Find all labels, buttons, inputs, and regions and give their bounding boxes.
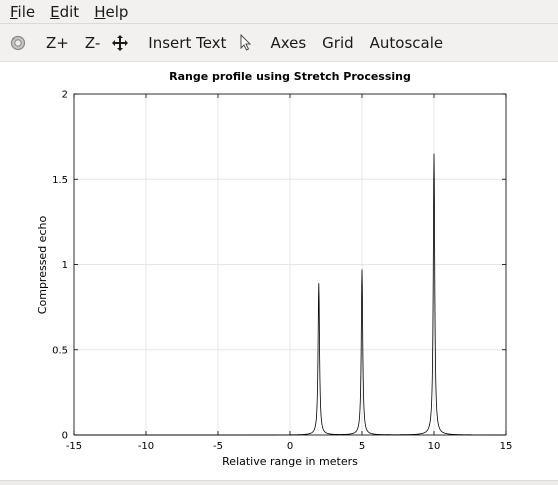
y-tick-label: 0.5 [52, 345, 68, 356]
ticks-layer: -15 -10 -5 0 5 10 15 0 0.5 1 1.5 2 [52, 90, 512, 453]
x-tick-label: -15 [66, 441, 82, 452]
x-tick-label: -5 [213, 441, 223, 452]
status-bar [0, 480, 558, 485]
x-tick-label: 15 [500, 441, 513, 452]
y-tick-label: 1 [62, 260, 68, 271]
series-line [73, 153, 506, 436]
axes-button[interactable]: Axes [270, 33, 307, 52]
zoom-out-button[interactable]: Z- [84, 33, 101, 52]
x-tick-label: -10 [138, 441, 154, 452]
y-tick-label: 2 [62, 90, 68, 101]
menu-help[interactable]: Help [94, 2, 129, 21]
y-tick-label: 0 [62, 431, 68, 442]
series-layer [73, 153, 506, 436]
autoscale-button[interactable]: Autoscale [369, 33, 444, 52]
toolbar: Z+ Z- Insert Text Axes Grid Autoscale [0, 24, 558, 62]
x-tick-label: 10 [428, 441, 441, 452]
x-tick-label: 0 [287, 441, 293, 452]
chart-title: Range profile using Stretch Processing [169, 70, 411, 83]
rotate-icon[interactable] [6, 28, 30, 58]
menu-bar: File Edit Help [0, 0, 558, 24]
menu-edit[interactable]: Edit [50, 2, 80, 21]
insert-text-button[interactable]: Insert Text [148, 33, 227, 52]
x-tick-label: 5 [359, 441, 365, 452]
plot-area: Range profile using Stretch Processing R… [0, 62, 558, 480]
y-axis-label: Compressed echo [36, 216, 49, 315]
grid-button[interactable]: Grid [322, 33, 354, 52]
pointer-icon[interactable] [234, 28, 258, 58]
y-tick-label: 1.5 [52, 175, 68, 186]
x-axis-label: Relative range in meters [222, 455, 358, 468]
chart-canvas: Range profile using Stretch Processing R… [36, 70, 512, 468]
zoom-in-button[interactable]: Z+ [46, 33, 69, 52]
grid-layer [73, 93, 507, 436]
menu-file[interactable]: File [10, 2, 36, 21]
pan-icon[interactable] [108, 28, 132, 58]
